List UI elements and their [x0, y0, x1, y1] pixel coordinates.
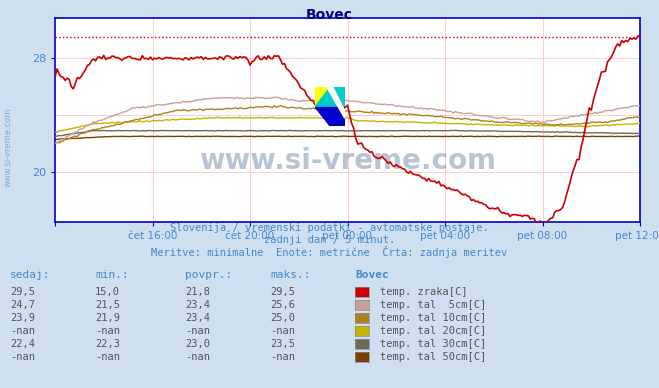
Text: 23,9: 23,9 [10, 313, 35, 323]
Text: sedaj:: sedaj: [10, 270, 51, 280]
Text: -nan: -nan [10, 326, 35, 336]
Text: 25,0: 25,0 [270, 313, 295, 323]
Text: Meritve: minimalne  Enote: metrične  Črta: zadnja meritev: Meritve: minimalne Enote: metrične Črta:… [152, 246, 507, 258]
Text: 21,9: 21,9 [95, 313, 120, 323]
Text: 23,5: 23,5 [270, 339, 295, 349]
Text: maks.:: maks.: [270, 270, 310, 280]
Text: 23,4: 23,4 [185, 300, 210, 310]
Polygon shape [315, 107, 345, 126]
Text: 21,5: 21,5 [95, 300, 120, 310]
Text: 24,7: 24,7 [10, 300, 35, 310]
Text: 23,4: 23,4 [185, 313, 210, 323]
Text: -nan: -nan [95, 352, 120, 362]
Text: Bovec: Bovec [306, 8, 353, 22]
Polygon shape [315, 87, 345, 107]
Text: temp. tal 20cm[C]: temp. tal 20cm[C] [380, 326, 486, 336]
Text: -nan: -nan [270, 326, 295, 336]
Text: Slovenija / vremenski podatki - avtomatske postaje.: Slovenija / vremenski podatki - avtomats… [170, 223, 489, 233]
Text: min.:: min.: [95, 270, 129, 280]
Text: 22,3: 22,3 [95, 339, 120, 349]
Text: temp. tal  5cm[C]: temp. tal 5cm[C] [380, 300, 486, 310]
Text: temp. zraka[C]: temp. zraka[C] [380, 287, 467, 297]
Polygon shape [315, 87, 330, 107]
Text: 21,8: 21,8 [185, 287, 210, 297]
Text: -nan: -nan [270, 352, 295, 362]
Text: temp. tal 50cm[C]: temp. tal 50cm[C] [380, 352, 486, 362]
Text: -nan: -nan [185, 326, 210, 336]
Text: povpr.:: povpr.: [185, 270, 232, 280]
Text: temp. tal 30cm[C]: temp. tal 30cm[C] [380, 339, 486, 349]
Text: -nan: -nan [10, 352, 35, 362]
Text: www.si-vreme.com: www.si-vreme.com [3, 108, 13, 187]
Text: zadnji dan / 5 minut.: zadnji dan / 5 minut. [264, 235, 395, 245]
Text: Bovec: Bovec [355, 270, 389, 280]
Text: 15,0: 15,0 [95, 287, 120, 297]
Polygon shape [327, 87, 345, 118]
Text: 22,4: 22,4 [10, 339, 35, 349]
Text: -nan: -nan [95, 326, 120, 336]
Text: 29,5: 29,5 [270, 287, 295, 297]
Text: temp. tal 10cm[C]: temp. tal 10cm[C] [380, 313, 486, 323]
Text: 29,5: 29,5 [10, 287, 35, 297]
Text: www.si-vreme.com: www.si-vreme.com [199, 147, 496, 175]
Text: 25,6: 25,6 [270, 300, 295, 310]
Text: -nan: -nan [185, 352, 210, 362]
Text: 23,0: 23,0 [185, 339, 210, 349]
